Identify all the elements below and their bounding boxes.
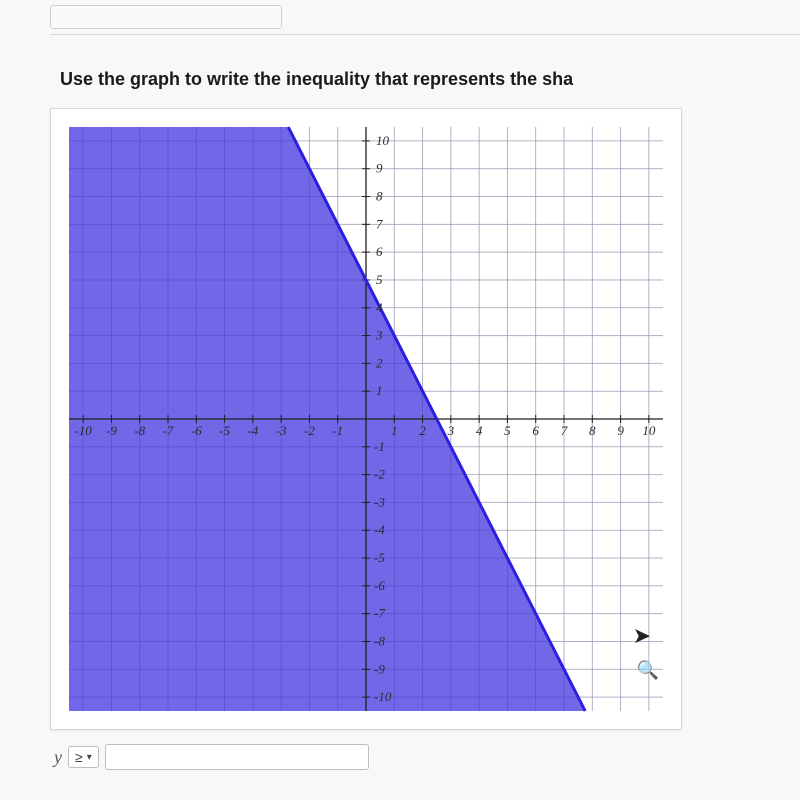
svg-text:-4: -4 bbox=[374, 522, 385, 537]
inequality-expression-input[interactable] bbox=[105, 744, 369, 770]
svg-text:5: 5 bbox=[376, 272, 383, 287]
svg-text:-5: -5 bbox=[374, 550, 385, 565]
question-prompt: Use the graph to write the inequality th… bbox=[50, 69, 800, 90]
chevron-down-icon: ▾ bbox=[87, 752, 92, 763]
svg-text:7: 7 bbox=[376, 216, 383, 231]
svg-text:-6: -6 bbox=[374, 578, 385, 593]
svg-text:-5: -5 bbox=[219, 423, 230, 438]
svg-text:-8: -8 bbox=[374, 633, 385, 648]
svg-text:3: 3 bbox=[375, 328, 383, 343]
svg-text:9: 9 bbox=[617, 423, 624, 438]
question-container: Use the graph to write the inequality th… bbox=[0, 49, 800, 770]
svg-text:-10: -10 bbox=[374, 689, 392, 704]
toolbar-placeholder bbox=[50, 5, 282, 29]
svg-text:10: 10 bbox=[376, 133, 390, 148]
svg-text:-10: -10 bbox=[74, 423, 92, 438]
svg-text:6: 6 bbox=[532, 423, 539, 438]
svg-text:-8: -8 bbox=[134, 423, 145, 438]
svg-text:2: 2 bbox=[376, 355, 383, 370]
svg-text:9: 9 bbox=[376, 161, 383, 176]
graph-svg: -10 -9 -8 -7 -6 -5 -4 -3 -2 -1 1 2 3 4 5 6 7 8 9 10 10 9 8 7 6 5 4… bbox=[51, 109, 681, 729]
svg-text:8: 8 bbox=[589, 423, 596, 438]
svg-text:6: 6 bbox=[376, 244, 383, 259]
svg-text:3: 3 bbox=[447, 423, 455, 438]
top-toolbar bbox=[50, 0, 800, 35]
svg-text:7: 7 bbox=[561, 423, 568, 438]
svg-text:2: 2 bbox=[419, 423, 426, 438]
svg-text:-7: -7 bbox=[374, 606, 385, 621]
answer-variable: y bbox=[54, 747, 62, 768]
svg-text:-9: -9 bbox=[374, 661, 385, 676]
svg-text:-2: -2 bbox=[304, 423, 315, 438]
answer-row: y ≥ ▾ bbox=[50, 744, 800, 770]
operator-label: ≥ bbox=[75, 749, 83, 765]
svg-text:1: 1 bbox=[391, 423, 398, 438]
svg-text:-4: -4 bbox=[247, 423, 258, 438]
svg-text:-9: -9 bbox=[106, 423, 117, 438]
svg-text:-6: -6 bbox=[191, 423, 202, 438]
svg-text:4: 4 bbox=[476, 423, 483, 438]
svg-text:4: 4 bbox=[376, 300, 383, 315]
inequality-graph: -10 -9 -8 -7 -6 -5 -4 -3 -2 -1 1 2 3 4 5 6 7 8 9 10 10 9 8 7 6 5 4… bbox=[50, 108, 682, 730]
svg-text:-3: -3 bbox=[374, 494, 385, 509]
svg-text:5: 5 bbox=[504, 423, 511, 438]
svg-text:1: 1 bbox=[376, 383, 383, 398]
svg-text:10: 10 bbox=[642, 423, 656, 438]
svg-text:-1: -1 bbox=[374, 439, 385, 454]
svg-text:-3: -3 bbox=[276, 423, 287, 438]
svg-text:-1: -1 bbox=[332, 423, 343, 438]
svg-text:-2: -2 bbox=[374, 467, 385, 482]
inequality-operator-select[interactable]: ≥ ▾ bbox=[68, 746, 99, 768]
svg-text:8: 8 bbox=[376, 189, 383, 204]
svg-text:-7: -7 bbox=[163, 423, 174, 438]
